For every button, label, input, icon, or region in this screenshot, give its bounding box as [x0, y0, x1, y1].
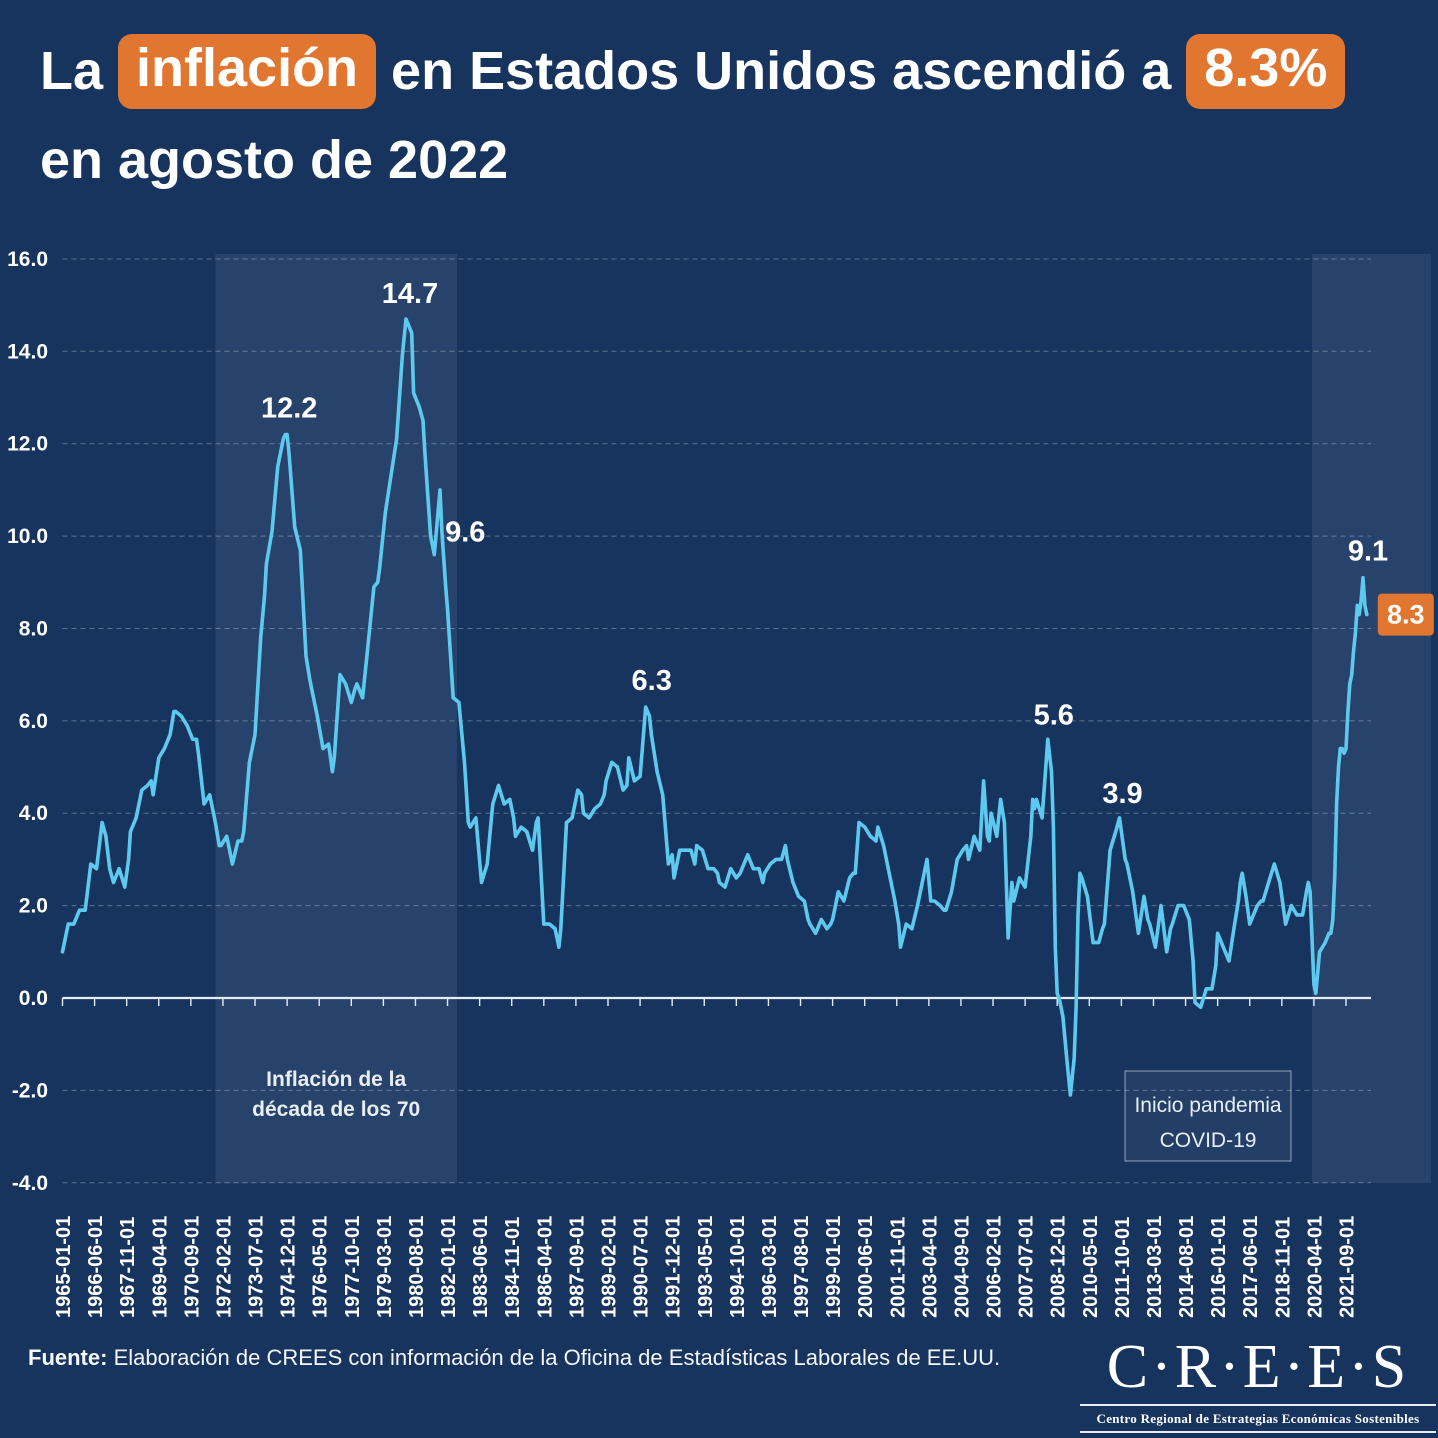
x-tick-label: 2000-06-01 [855, 1216, 877, 1318]
covid-note-line: Inicio pandemia [1134, 1094, 1281, 1117]
x-tick-label: 1965-01-01 [53, 1216, 75, 1318]
x-tick-label: 1996-03-01 [759, 1216, 781, 1318]
x-tick-label: 1993-05-01 [695, 1216, 717, 1318]
y-tick-label: 4.0 [19, 802, 48, 825]
x-tick-label: 1999-01-01 [823, 1216, 845, 1318]
page-title: La inflación en Estados Unidos ascendió … [40, 34, 1346, 191]
x-tick-label: 1986-04-01 [534, 1216, 556, 1318]
x-tick-label: 1972-02-01 [213, 1216, 235, 1318]
x-tick-label: 2001-11-01 [887, 1217, 909, 1318]
y-tick-label: 12.0 [7, 433, 48, 456]
x-tick-label: 1997-08-01 [791, 1216, 813, 1318]
x-tick-label: 1989-02-01 [599, 1216, 621, 1318]
annotation-value: 3.9 [1102, 778, 1142, 810]
x-tick-label: 1967-11-01 [117, 1217, 139, 1318]
x-tick-label: 2021-09-01 [1337, 1216, 1359, 1318]
x-tick-label: 1970-09-01 [181, 1216, 203, 1318]
x-tick-label: 2008-12-01 [1048, 1216, 1070, 1318]
band-label-line: década de los 70 [252, 1098, 420, 1121]
source-note: Fuente: Elaboración de CREES con informa… [28, 1340, 1038, 1376]
x-tick-label: 2013-03-01 [1144, 1216, 1166, 1318]
x-tick-label: 2016-01-01 [1208, 1216, 1230, 1318]
y-tick-label: 0.0 [19, 987, 48, 1010]
title-middle: en Estados Unidos ascendió a [391, 41, 1172, 101]
x-tick-label: 1969-04-01 [149, 1216, 171, 1318]
highlight-band-1 [1312, 254, 1431, 1183]
title-highlight-rate: 8.3% [1186, 34, 1346, 110]
annotation-value: 9.1 [1348, 536, 1388, 568]
x-tick-label: 1974-12-01 [278, 1216, 300, 1318]
inflation-line [60, 317, 1369, 1097]
x-tick-label: 2014-08-01 [1176, 1216, 1198, 1318]
band-label-line: Inflación de la [266, 1068, 406, 1091]
annotation-value: 9.6 [445, 517, 485, 549]
x-tick-label: 2017-06-01 [1240, 1216, 1262, 1318]
x-tick-label: 1994-10-01 [727, 1216, 749, 1318]
x-tick-label: 2004-09-01 [951, 1216, 973, 1318]
crees-logo: C·R·E·E·S Centro Regional de Estrategias… [1080, 1333, 1436, 1434]
title-line1: La inflación en Estados Unidos ascendió … [40, 34, 1346, 110]
y-tick-label: -4.0 [12, 1172, 48, 1195]
x-tick-label: 2011-10-01 [1112, 1217, 1134, 1318]
annotation-value: 6.3 [632, 665, 672, 697]
annotation-value: 8.3 [1387, 600, 1425, 630]
title-line2: en agosto de 2022 [40, 130, 509, 191]
x-tick-label: 1976-05-01 [310, 1216, 332, 1318]
x-tick-label: 1982-01-01 [438, 1216, 460, 1318]
covid-note-box [1124, 1070, 1292, 1162]
source-label: Fuente: [28, 1345, 108, 1370]
y-tick-label: 14.0 [7, 340, 48, 363]
x-tick-label: 1991-12-01 [663, 1216, 685, 1318]
title-highlight-inflacion: inflación [118, 34, 377, 110]
crees-logo-subtitle: Centro Regional de Estrategias Económica… [1080, 1404, 1436, 1434]
y-tick-label: -2.0 [12, 1079, 48, 1102]
x-tick-label: 1979-03-01 [374, 1216, 396, 1318]
annotation-box [1377, 593, 1434, 636]
x-tick-label: 2018-11-01 [1272, 1217, 1294, 1318]
x-tick-label: 1973-07-01 [246, 1216, 268, 1318]
x-tick-label: 2007-07-01 [1016, 1216, 1038, 1318]
y-tick-label: 10.0 [7, 525, 48, 548]
x-tick-label: 1966-06-01 [85, 1216, 107, 1318]
x-tick-label: 1990-07-01 [631, 1216, 653, 1318]
x-tick-label: 1980-08-01 [406, 1216, 428, 1318]
x-tick-label: 2006-02-01 [984, 1216, 1006, 1318]
x-tick-label: 1983-06-01 [470, 1216, 492, 1318]
annotation-value: 14.7 [382, 278, 438, 310]
y-tick-label: 16.0 [7, 248, 48, 271]
x-tick-label: 2010-05-01 [1080, 1216, 1102, 1318]
x-tick-label: 1987-09-01 [566, 1216, 588, 1318]
x-tick-label: 2003-04-01 [919, 1216, 941, 1318]
x-tick-label: 1977-10-01 [342, 1216, 364, 1318]
y-tick-label: 8.0 [19, 617, 48, 640]
crees-logo-name: C·R·E·E·S [1106, 1333, 1410, 1401]
title-prefix: La [40, 41, 104, 101]
x-tick-label: 2020-04-01 [1304, 1216, 1326, 1318]
source-text: Elaboración de CREES con información de … [113, 1345, 1001, 1370]
annotation-value: 12.2 [261, 393, 317, 425]
x-tick-label: 1984-11-01 [502, 1217, 524, 1318]
y-tick-label: 2.0 [19, 895, 48, 918]
y-tick-label: 6.0 [19, 710, 48, 733]
annotation-value: 5.6 [1034, 699, 1074, 731]
covid-note-line: COVID-19 [1160, 1129, 1257, 1152]
